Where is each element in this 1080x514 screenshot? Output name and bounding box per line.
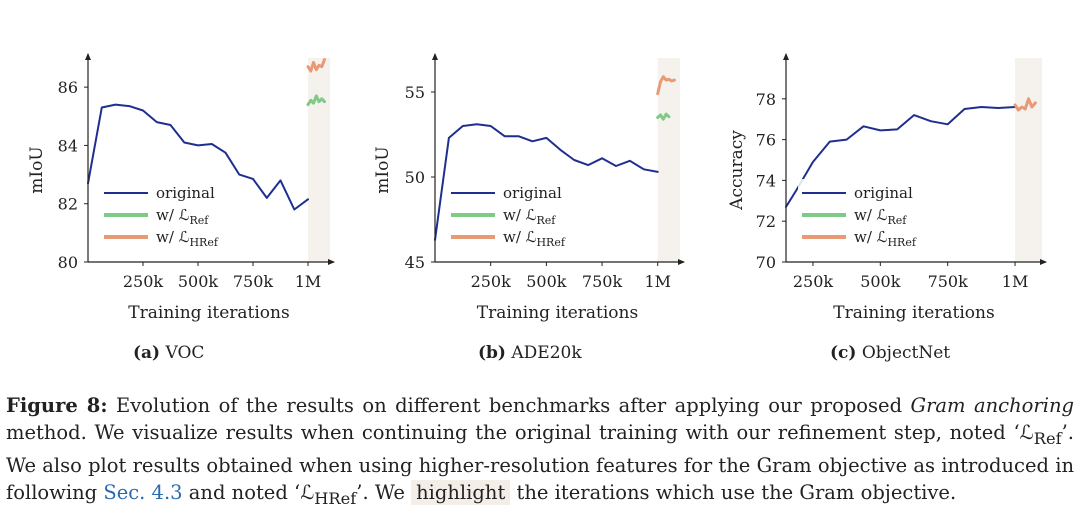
chart-a-x-tick-label: 500k xyxy=(178,272,219,291)
chart-b-series-href xyxy=(656,75,676,96)
caption-label: Figure 8: xyxy=(6,394,108,417)
subcaption-c-name: ObjectNet xyxy=(861,343,951,363)
chart-b-x-tick-label: 750k xyxy=(582,272,623,291)
chart-b-x-axis-label: Training iterations xyxy=(477,303,638,323)
caption-sub-2: HRef xyxy=(314,488,357,508)
chart-c-highlight-region xyxy=(1015,58,1042,262)
chart-c-x-tick-label: 750k xyxy=(928,272,969,291)
chart-a-x-axis-arrow xyxy=(328,259,335,265)
subcaption-a-label: (a) xyxy=(133,343,161,363)
chart-b-x-tick-label: 1M xyxy=(644,272,671,291)
chart-c-y-tick-label: 74 xyxy=(756,171,776,190)
caption-text-5: ’. We xyxy=(356,480,412,504)
chart-a-highlight-region xyxy=(308,58,330,262)
chart-c-x-axis-arrow xyxy=(1040,259,1047,265)
chart-c-x-tick-label: 500k xyxy=(860,272,901,291)
chart-c-x-tick-label: 1M xyxy=(1002,272,1029,291)
chart-b-y-axis-arrow xyxy=(432,53,438,60)
chart-c-legend-label-original: original xyxy=(854,184,913,202)
chart-a-x-tick-label: 1M xyxy=(295,272,322,291)
chart-c-y-tick-label: 76 xyxy=(756,131,776,150)
chart-a-x-tick-label: 250k xyxy=(123,272,164,291)
subcaption-b: (b) ADE20k xyxy=(478,343,582,363)
caption-text-2: method. We visualize results when contin… xyxy=(6,421,1034,444)
subcaption-a-name: VOC xyxy=(165,343,205,363)
caption-text-6: the iterations which use the Gram object… xyxy=(510,480,957,504)
chart-a-y-axis-arrow xyxy=(85,53,91,60)
subcaption-c-label: (c) xyxy=(830,343,857,363)
subcaption-c: (c) ObjectNet xyxy=(830,343,950,363)
caption-text-4: and noted ‘ℒ xyxy=(182,480,315,504)
chart-b-y-tick-label: 55 xyxy=(405,83,425,102)
chart-a-series-original xyxy=(87,103,309,211)
chart-b-y-axis-label: mIoU xyxy=(373,146,393,193)
chart-a-y-axis-label: mIoU xyxy=(27,146,47,193)
figure-caption: Figure 8: Evolution of the results on di… xyxy=(6,392,1074,512)
chart-a-y-tick-label: 80 xyxy=(58,253,78,272)
subcaption-a: (a) VOC xyxy=(133,343,204,363)
chart-b-highlight-region xyxy=(657,58,680,262)
caption-highlight: highlight xyxy=(411,479,511,505)
chart-b-x-tick-label: 500k xyxy=(526,272,567,291)
chart-c-y-tick-label: 70 xyxy=(756,253,776,272)
subcaption-b-label: (b) xyxy=(478,343,506,363)
chart-a-series-ref xyxy=(306,94,326,107)
chart-b-y-tick-label: 45 xyxy=(405,253,425,272)
chart-a-x-axis-label: Training iterations xyxy=(128,303,289,323)
caption-emphasis: Gram anchoring xyxy=(910,394,1074,417)
chart-a-x-tick-label: 750k xyxy=(233,272,274,291)
caption-section-link[interactable]: Sec. 4.3 xyxy=(103,480,183,504)
subcaption-b-name: ADE20k xyxy=(511,343,582,363)
chart-c-series-href xyxy=(1013,97,1037,112)
caption-text-1: Evolution of the results on different be… xyxy=(107,394,911,417)
chart-c-y-axis-arrow xyxy=(783,53,789,60)
chart-a-y-tick-label: 84 xyxy=(58,136,78,155)
caption-sub-1: Ref xyxy=(1033,428,1062,448)
chart-c-y-tick-label: 72 xyxy=(756,212,776,231)
chart-c-y-axis-label: Accuracy xyxy=(727,130,747,211)
chart-b-y-tick-label: 50 xyxy=(405,168,425,187)
chart-a-y-tick-label: 86 xyxy=(58,78,78,97)
chart-a-legend-label-original: original xyxy=(156,184,215,202)
chart-c-series-original xyxy=(785,106,1017,208)
chart-a-series-href xyxy=(306,58,326,73)
chart-c-x-axis-label: Training iterations xyxy=(833,303,994,323)
chart-b-legend-label-original: original xyxy=(503,184,562,202)
chart-b-x-axis-arrow xyxy=(678,259,685,265)
chart-a-y-tick-label: 82 xyxy=(58,195,78,214)
chart-b-series-ref xyxy=(656,112,671,121)
chart-c-x-tick-label: 250k xyxy=(793,272,834,291)
chart-b-x-tick-label: 250k xyxy=(471,272,512,291)
chart-c-y-tick-label: 78 xyxy=(756,90,776,109)
chart-b-series-original xyxy=(434,123,659,241)
caption-text-3: ’. We also plot results obtained when us… xyxy=(6,421,1074,504)
